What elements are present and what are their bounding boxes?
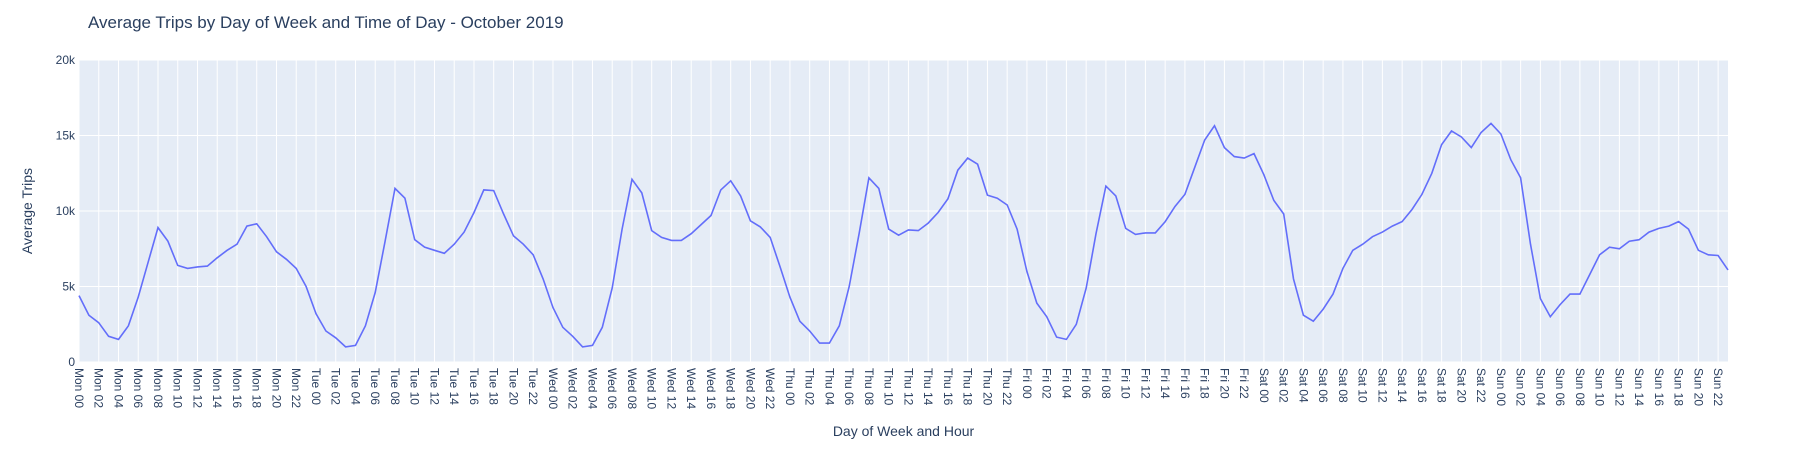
x-axis-title: Day of Week and Hour: [833, 423, 975, 439]
x-tick-label: Tue 08: [388, 368, 402, 405]
x-tick-label: Sun 10: [1593, 368, 1607, 406]
x-tick-label: Wed 04: [585, 368, 599, 409]
x-tick-label: Sun 20: [1691, 368, 1705, 406]
x-tick-label: Thu 18: [961, 368, 975, 406]
y-tick-label: 20k: [56, 53, 76, 67]
x-tick-label: Sat 10: [1356, 368, 1370, 403]
x-tick-label: Thu 12: [901, 368, 915, 406]
y-tick-label: 10k: [56, 204, 76, 218]
x-tick-label: Sun 14: [1632, 368, 1646, 406]
x-tick-label: Wed 14: [684, 368, 698, 409]
x-tick-label: Sat 06: [1316, 368, 1330, 403]
x-tick-label: Tue 04: [348, 368, 362, 405]
x-tick-label: Sun 02: [1514, 368, 1528, 406]
x-tick-label: Fri 08: [1099, 368, 1113, 399]
x-tick-label: Mon 16: [230, 368, 244, 408]
x-tick-label: Thu 20: [980, 368, 994, 406]
x-tick-label: Sat 22: [1474, 368, 1488, 403]
x-tick-label: Fri 20: [1217, 368, 1231, 399]
x-tick-label: Sun 08: [1573, 368, 1587, 406]
x-tick-label: Sun 16: [1652, 368, 1666, 406]
x-tick-label: Tue 20: [506, 368, 520, 405]
x-tick-label: Sat 16: [1415, 368, 1429, 403]
x-tick-label: Tue 10: [408, 368, 422, 405]
x-tick-label: Fri 12: [1138, 368, 1152, 399]
x-tick-label: Sun 04: [1533, 368, 1547, 406]
x-tick-label: Sat 00: [1257, 368, 1271, 403]
x-tick-label: Tue 00: [309, 368, 323, 405]
y-tick-label: 0: [68, 355, 75, 369]
x-tick-label: Sat 14: [1395, 368, 1409, 403]
x-tick-label: Wed 16: [704, 368, 718, 409]
x-tick-label: Tue 16: [467, 368, 481, 405]
x-tick-label: Tue 14: [447, 368, 461, 405]
x-tick-label: Wed 22: [763, 368, 777, 409]
x-tick-label: Sat 20: [1454, 368, 1468, 403]
grid: [78, 59, 1728, 363]
x-tick-label: Wed 02: [566, 368, 580, 409]
x-tick-label: Mon 12: [190, 368, 204, 408]
x-tick-label: Fri 10: [1119, 368, 1133, 399]
chart-title: Average Trips by Day of Week and Time of…: [88, 13, 564, 32]
y-axis: 0 5k 10k 15k 20k: [56, 53, 76, 369]
x-tick-label: Sat 04: [1296, 368, 1310, 403]
x-tick-label: Wed 18: [724, 368, 738, 409]
x-tick-label: Thu 08: [862, 368, 876, 406]
x-tick-label: Tue 18: [487, 368, 501, 405]
x-tick-label: Thu 00: [783, 368, 797, 406]
x-tick-label: Mon 08: [151, 368, 165, 408]
x-tick-label: Fri 18: [1198, 368, 1212, 399]
x-tick-label: Wed 08: [625, 368, 639, 409]
x-tick-label: Thu 16: [941, 368, 955, 406]
x-tick-label: Wed 12: [664, 368, 678, 409]
x-tick-label: Thu 10: [882, 368, 896, 406]
x-tick-label: Sat 12: [1375, 368, 1389, 403]
x-tick-label: Sun 18: [1672, 368, 1686, 406]
x-tick-label: Mon 18: [250, 368, 264, 408]
x-tick-label: Fri 04: [1059, 368, 1073, 399]
x-tick-label: Thu 04: [822, 368, 836, 406]
x-tick-label: Sun 22: [1711, 368, 1725, 406]
x-tick-label: Mon 20: [269, 368, 283, 408]
x-tick-label: Tue 22: [526, 368, 540, 405]
x-tick-label: Fri 22: [1237, 368, 1251, 399]
x-axis: Mon 00 Mon 02 Mon 04 Mon 06 Mon 08 Mon 10 Mon …: [72, 368, 1725, 409]
x-tick-label: Thu 14: [921, 368, 935, 406]
x-tick-label: Mon 00: [72, 368, 86, 408]
x-tick-label: Sat 08: [1336, 368, 1350, 403]
x-tick-label: Sun 12: [1612, 368, 1626, 406]
x-tick-label: Sun 06: [1553, 368, 1567, 406]
series-line: [78, 122, 1729, 348]
x-tick-label: Tue 06: [368, 368, 382, 405]
x-tick-label: Mon 06: [131, 368, 145, 408]
x-tick-label: Sun 00: [1494, 368, 1508, 406]
x-tick-label: Mon 10: [171, 368, 185, 408]
x-tick-label: Fri 02: [1040, 368, 1054, 399]
x-tick-label: Wed 20: [743, 368, 757, 409]
y-axis-title: Average Trips: [19, 168, 35, 254]
x-tick-label: Tue 12: [427, 368, 441, 405]
x-tick-label: Mon 04: [111, 368, 125, 408]
x-tick-label: Mon 02: [92, 368, 106, 408]
x-tick-label: Thu 02: [803, 368, 817, 406]
y-tick-label: 15k: [56, 129, 76, 143]
x-tick-label: Fri 00: [1020, 368, 1034, 399]
x-tick-label: Fri 06: [1079, 368, 1093, 399]
x-tick-label: Sat 18: [1435, 368, 1449, 403]
x-tick-label: Sat 02: [1277, 368, 1291, 403]
x-tick-label: Fri 14: [1158, 368, 1172, 399]
x-tick-label: Mon 14: [210, 368, 224, 408]
x-tick-label: Thu 22: [1000, 368, 1014, 406]
x-tick-label: Wed 06: [605, 368, 619, 409]
y-tick-label: 5k: [62, 280, 76, 294]
x-tick-label: Thu 06: [842, 368, 856, 406]
x-tick-label: Wed 10: [645, 368, 659, 409]
x-tick-label: Fri 16: [1178, 368, 1192, 399]
x-tick-label: Tue 02: [329, 368, 343, 405]
x-tick-label: Wed 00: [546, 368, 560, 409]
x-tick-label: Mon 22: [289, 368, 303, 408]
